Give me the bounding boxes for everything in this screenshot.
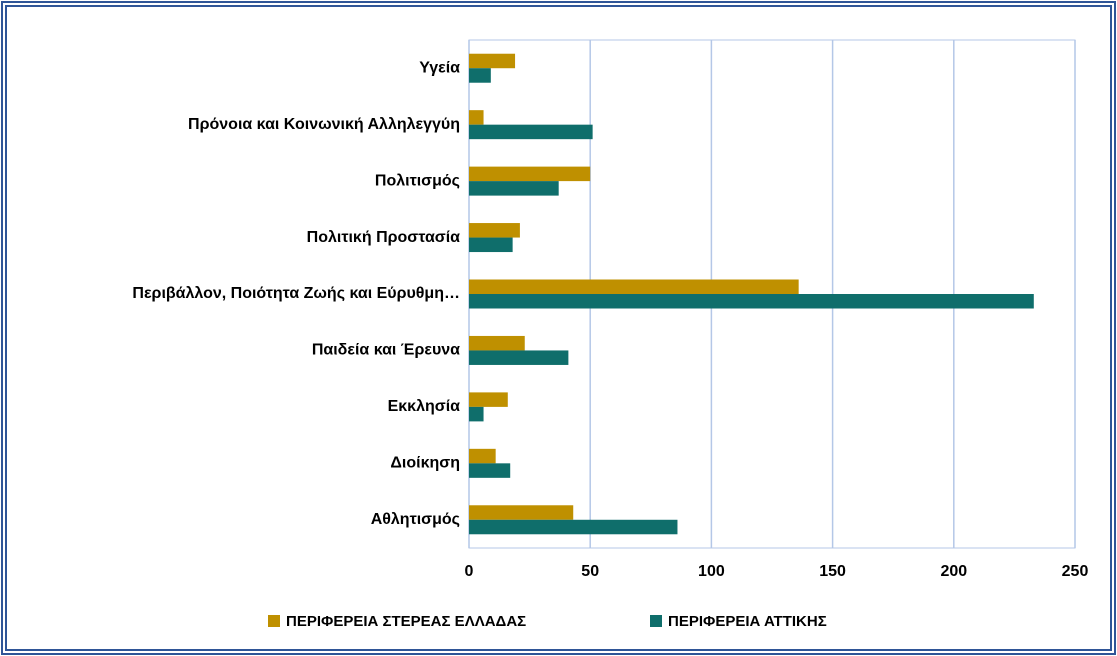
y-tick-label: Πολιτισμός xyxy=(375,172,460,189)
bar xyxy=(469,448,496,464)
y-tick-label: Πολιτική Προστασία xyxy=(307,229,460,246)
x-tick-label: 200 xyxy=(940,563,967,580)
x-tick-label: 50 xyxy=(581,563,599,580)
bar xyxy=(469,519,678,535)
bar xyxy=(469,181,559,196)
legend-label: ΠΕΡΙΦΕΡΕΙΑ ΣΤΕΡΕΑΣ ΕΛΛΑΔΑΣ xyxy=(286,613,526,630)
inner-frame xyxy=(5,5,1112,651)
bar xyxy=(469,463,511,478)
bar xyxy=(469,335,525,351)
bar xyxy=(469,223,520,238)
bar xyxy=(469,294,1034,309)
bar xyxy=(469,53,516,69)
y-tick-label: Περιβάλλον, Ποιότητα Ζωής και Εύρυθμη… xyxy=(132,285,460,302)
bar xyxy=(469,68,491,83)
bar xyxy=(469,392,508,407)
bar xyxy=(469,166,591,182)
x-tick-label: 100 xyxy=(698,563,725,580)
bar xyxy=(469,505,574,520)
x-tick-label: 150 xyxy=(819,563,846,580)
legend-label: ΠΕΡΙΦΕΡΕΙΑ ΑΤΤΙΚΗΣ xyxy=(668,613,827,630)
y-tick-label: Υγεία xyxy=(419,59,460,76)
y-tick-label: Εκκλησία xyxy=(388,398,461,415)
y-tick-label: Διοίκηση xyxy=(390,455,460,472)
x-tick-label: 0 xyxy=(465,563,474,580)
bar xyxy=(469,350,569,365)
bar xyxy=(469,124,593,140)
bar xyxy=(469,110,484,125)
legend-swatch xyxy=(268,615,280,627)
y-tick-label: Πρόνοια και Κοινωνική Αλληλεγγύη xyxy=(188,116,460,133)
bar xyxy=(469,406,484,422)
y-tick-label: Παιδεία και Έρευνα xyxy=(312,342,460,359)
bar xyxy=(469,237,513,253)
y-tick-label: Αθλητισμός xyxy=(371,511,460,528)
x-tick-label: 250 xyxy=(1062,563,1089,580)
legend-swatch xyxy=(650,615,662,627)
bar xyxy=(469,279,799,294)
